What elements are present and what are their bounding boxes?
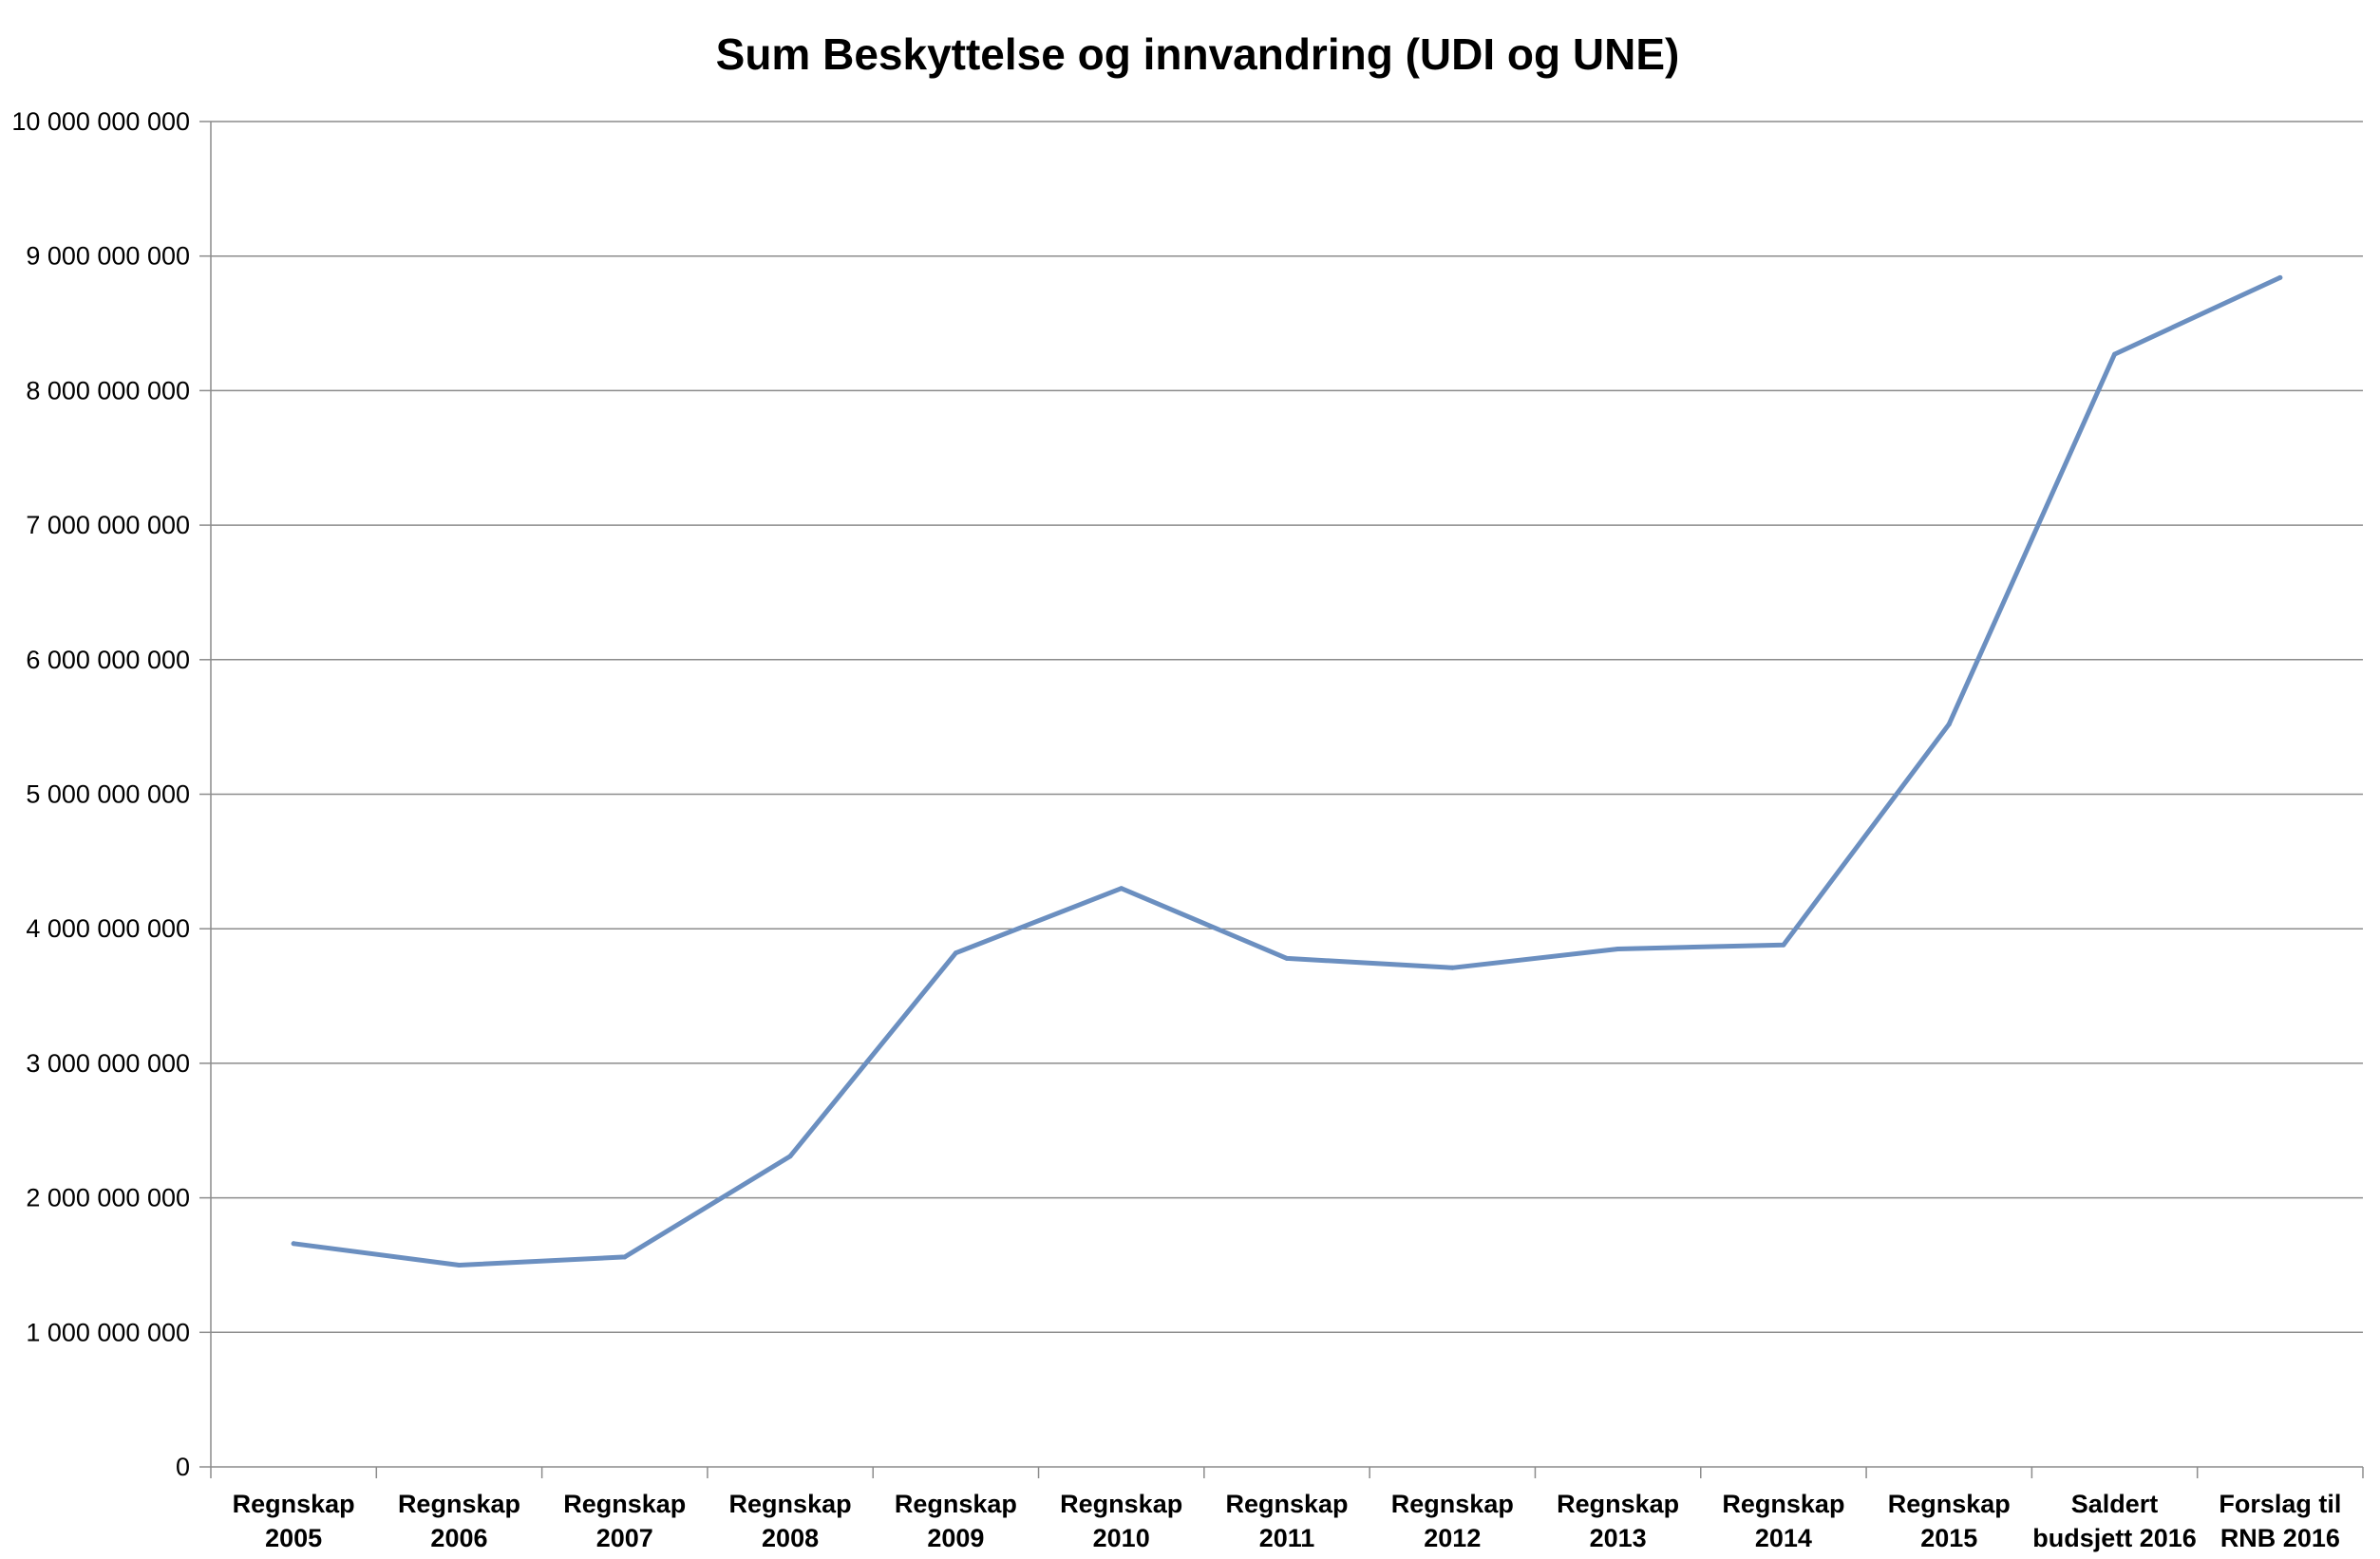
y-tick-label: 8 000 000 000 (26, 376, 190, 404)
y-tick-label: 3 000 000 000 (26, 1049, 190, 1078)
x-tick-label-line: Regnskap (1722, 1490, 1844, 1518)
data-point (2112, 351, 2118, 357)
data-point (2277, 274, 2283, 280)
data-point (1781, 942, 1786, 948)
x-tick-label-line: 2010 (1093, 1524, 1150, 1552)
axes (199, 121, 2364, 1478)
data-point (787, 1154, 793, 1159)
data-point (1284, 955, 1290, 961)
x-tick-label: Regnskap 2005 (233, 1490, 355, 1552)
x-tick-label-line: 2014 (1755, 1524, 1812, 1552)
y-tick-label: 2 000 000 000 (26, 1184, 190, 1212)
x-tick-label: Regnskap 2006 (398, 1490, 520, 1552)
x-tick-label-line: 2007 (596, 1524, 653, 1552)
x-tick-label: Regnskap 2012 (1391, 1490, 1514, 1552)
x-tick-label-line: 2009 (927, 1524, 984, 1552)
x-tick-label: Regnskap 2009 (895, 1490, 1017, 1552)
x-tick-label: Regnskap 2015 (1888, 1490, 2011, 1552)
y-axis-tick-labels: 0 1 000 000 000 2 000 000 000 3 000 000 000… (11, 107, 190, 1481)
x-tick-label-line: 2008 (762, 1524, 819, 1552)
x-tick-label-line: budsjett 2016 (2032, 1524, 2197, 1552)
x-tick-label: Saldert budsjett 2016 (2032, 1490, 2197, 1552)
x-tick-label: Regnskap 2011 (1225, 1490, 1348, 1552)
x-tick-label-line: Regnskap (1557, 1490, 1679, 1518)
x-tick-label-line: 2015 (1920, 1524, 1977, 1552)
x-tick-label-line: Regnskap (1391, 1490, 1514, 1518)
data-point (1615, 946, 1621, 951)
y-tick-label: 7 000 000 000 (26, 511, 190, 539)
data-point (1119, 886, 1124, 892)
x-tick-label-line: Regnskap (563, 1490, 686, 1518)
data-point (1946, 722, 1952, 727)
data-point (456, 1262, 462, 1268)
y-tick-label: 10 000 000 000 (11, 107, 190, 136)
x-tick-label: Regnskap 2013 (1557, 1490, 1679, 1552)
data-point (622, 1254, 628, 1260)
x-tick-label: Regnskap 2010 (1060, 1490, 1182, 1552)
x-tick-label-line: 2013 (1590, 1524, 1647, 1552)
x-tick-label: Regnskap 2008 (729, 1490, 852, 1552)
y-tick-label: 9 000 000 000 (26, 242, 190, 271)
x-tick-label-line: Regnskap (1888, 1490, 2011, 1518)
y-tick-label: 1 000 000 000 (26, 1318, 190, 1346)
data-point (291, 1241, 296, 1247)
series-layer (291, 274, 2283, 1268)
x-tick-label-line: 2011 (1259, 1524, 1315, 1552)
y-tick-label: 6 000 000 000 (26, 646, 190, 674)
x-tick-label-line: Regnskap (1060, 1490, 1182, 1518)
x-tick-label-line: Regnskap (398, 1490, 520, 1518)
x-tick-label: Regnskap 2014 (1722, 1490, 1844, 1552)
x-tick-label-line: 2006 (430, 1524, 487, 1552)
x-tick-label-line: Regnskap (233, 1490, 355, 1518)
series-line (291, 274, 2283, 1268)
gridlines (211, 121, 2363, 1334)
x-tick-label-line: 2012 (1424, 1524, 1481, 1552)
x-tick-label-line: Forslag til (2219, 1490, 2341, 1518)
data-point (1449, 965, 1455, 970)
data-point (953, 950, 958, 956)
x-tick-label-line: Regnskap (895, 1490, 1017, 1518)
x-tick-label: Forslag til RNB 2016 (2219, 1490, 2341, 1552)
y-tick-label: 5 000 000 000 (26, 780, 190, 809)
x-tick-label-line: RNB 2016 (2220, 1524, 2340, 1552)
x-tick-label-line: 2005 (265, 1524, 322, 1552)
x-tick-label: Regnskap 2007 (563, 1490, 686, 1552)
x-tick-label-line: Saldert (2071, 1490, 2159, 1518)
chart-title: Sum Beskyttelse og innvandring (UDI og U… (716, 29, 1680, 79)
y-tick-label: 0 (176, 1453, 190, 1481)
x-tick-label-line: Regnskap (1225, 1490, 1348, 1518)
x-tick-label-line: Regnskap (729, 1490, 852, 1518)
y-tick-label: 4 000 000 000 (26, 914, 190, 943)
